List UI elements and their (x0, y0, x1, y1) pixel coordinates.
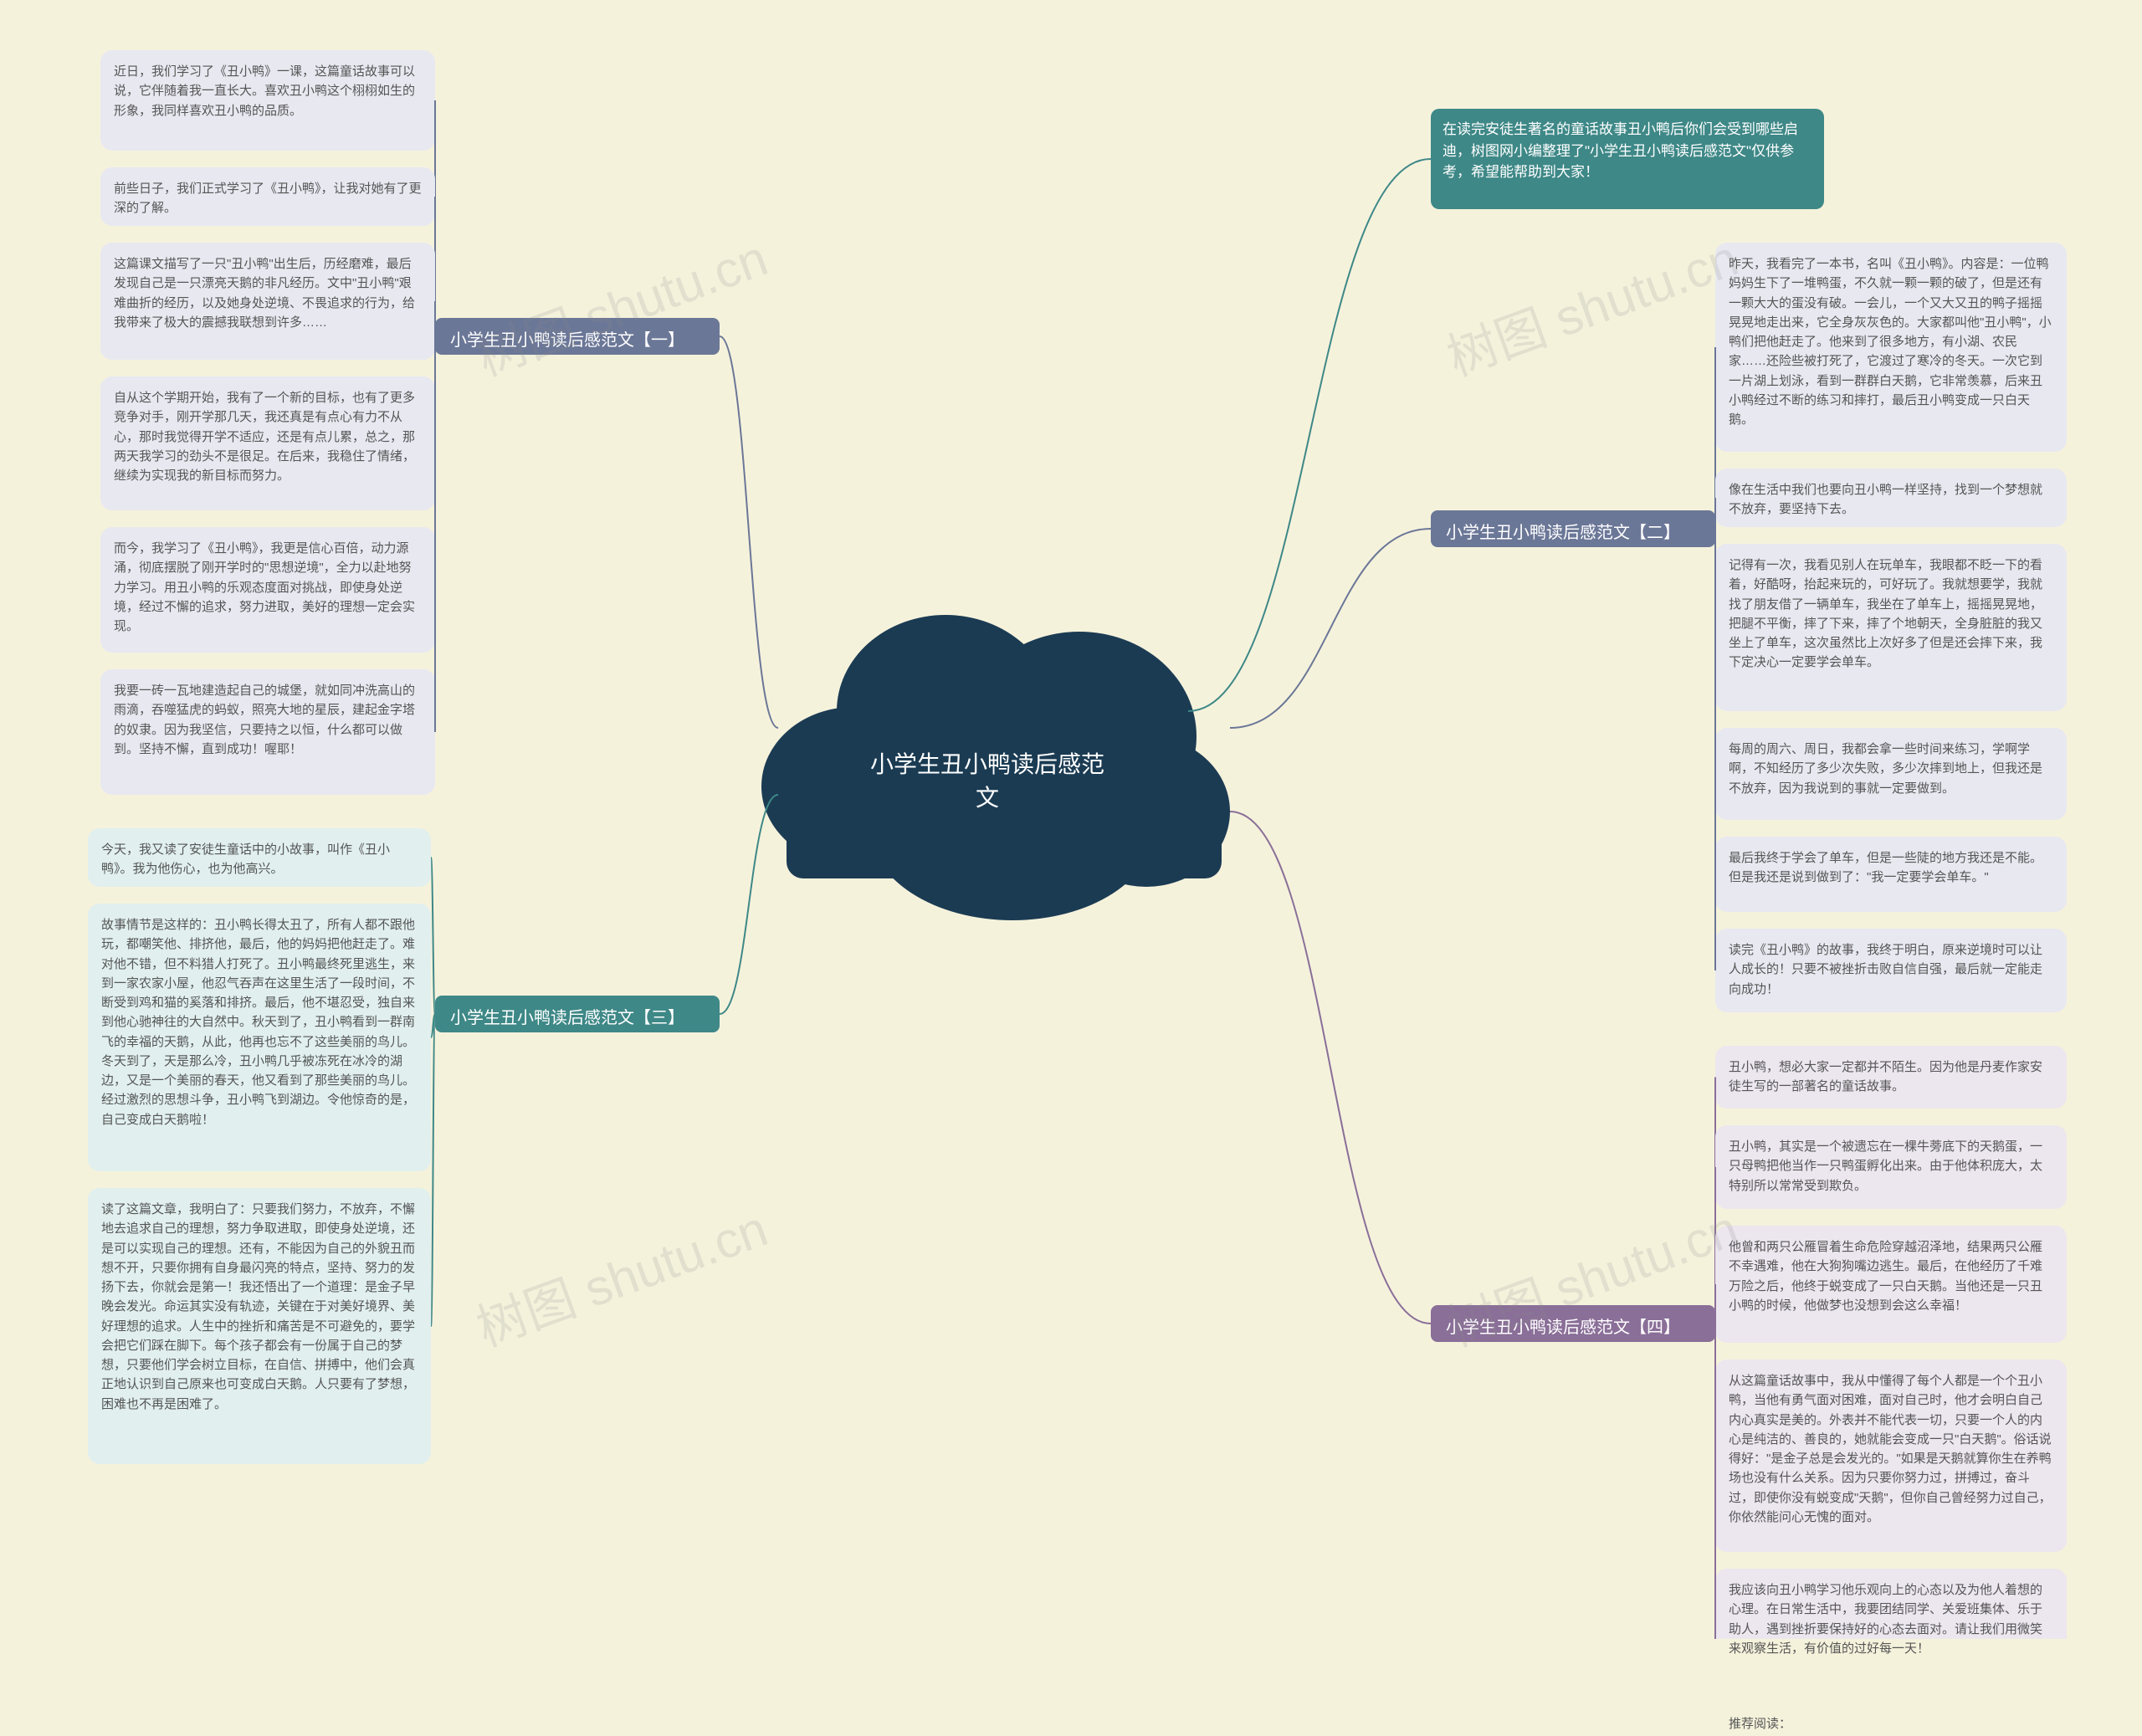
leaf-b2-2: 记得有一次，我看见别人在玩单车，我眼都不眨一下的看着，好酷呀，抬起来玩的，可好玩… (1715, 544, 2067, 711)
leaf-b3-1: 故事情节是这样的：丑小鸭长得太丑了，所有人都不跟他玩，都嘲笑他、排挤他，最后，他… (88, 904, 431, 1171)
branch-b2[interactable]: 小学生丑小鸭读后感范文【二】 (1431, 510, 1715, 551)
leaf-b4-0: 丑小鸭，想必大家一定都并不陌生。因为他是丹麦作家安徒生写的一部著名的童话故事。 (1715, 1046, 2067, 1109)
leaf-b3-0: 今天，我又读了安徒生童话中的小故事，叫作《丑小鸭》。我为他伤心，也为他高兴。 (88, 828, 431, 887)
leaf-b2-5: 读完《丑小鸭》的故事，我终于明白，原来逆境时可以让人成长的！只要不被挫折击败自信… (1715, 929, 2067, 1012)
leaf-b2-0: 昨天，我看完了一本书，名叫《丑小鸭》。内容是：一位鸭妈妈生下了一堆鸭蛋，不久就一… (1715, 243, 2067, 452)
leaf-b2-3: 每周的周六、周日，我都会拿一些时间来练习，学啊学啊，不知经历了多少次失败，多少次… (1715, 728, 2067, 820)
leaf-b1-1: 前些日子，我们正式学习了《丑小鸭》，让我对她有了更深的了解。 (100, 167, 435, 226)
central-topic: 小学生丑小鸭读后感范文 (870, 746, 1104, 813)
leaf-b1-2: 这篇课文描写了一只"丑小鸭"出生后，历经磨难，最后发现自己是一只漂亮天鹅的非凡经… (100, 243, 435, 360)
intro-note: 在读完安徒生著名的童话故事丑小鸭后你们会受到哪些启迪，树图网小编整理了"小学生丑… (1443, 119, 1812, 183)
leaf-b4-1: 丑小鸭，其实是一个被遗忘在一棵牛蒡底下的天鹅蛋，一只母鸭把他当作一只鸭蛋孵化出来… (1715, 1125, 2067, 1209)
leaf-b4-5: 推荐阅读： (1715, 1703, 1849, 1736)
leaf-b2-1: 像在生活中我们也要向丑小鸭一样坚持，找到一个梦想就不放弃，要坚持下去。 (1715, 469, 2067, 527)
leaf-b1-3: 自从这个学期开始，我有了一个新的目标，也有了更多竞争对手，刚开学那几天，我还真是… (100, 376, 435, 510)
leaf-b1-4: 而今，我学习了《丑小鸭》，我更是信心百倍，动力源涌，彻底摆脱了刚开学时的"思想逆… (100, 527, 435, 653)
leaf-b4-2: 他曾和两只公雁冒着生命危险穿越沼泽地，结果两只公雁不幸遇难，他在大狗狗嘴边逃生。… (1715, 1226, 2067, 1343)
leaf-b4-3: 从这篇童话故事中，我从中懂得了每个人都是一个个丑小鸭，当他有勇气面对困难，面对自… (1715, 1360, 2067, 1552)
leaf-b1-0: 近日，我们学习了《丑小鸭》一课，这篇童话故事可以说，它伴随着我一直长大。喜欢丑小… (100, 50, 435, 151)
branch-b1[interactable]: 小学生丑小鸭读后感范文【一】 (435, 318, 720, 359)
leaf-b2-4: 最后我终于学会了单车，但是一些陡的地方我还是不能。但是我还是说到做到了："我一定… (1715, 837, 2067, 912)
leaf-b4-4: 我应该向丑小鸭学习他乐观向上的心态以及为他人着想的心理。在日常生活中，我要团结同… (1715, 1569, 2067, 1686)
branch-b3[interactable]: 小学生丑小鸭读后感范文【三】 (435, 996, 720, 1037)
branch-b4[interactable]: 小学生丑小鸭读后感范文【四】 (1431, 1305, 1715, 1346)
leaf-b1-5: 我要一砖一瓦地建造起自己的城堡，就如同冲洗高山的雨滴，吞噬猛虎的蚂蚁，照亮大地的… (100, 669, 435, 795)
leaf-b3-2: 读了这篇文章，我明白了：只要我们努力，不放弃，不懈地去追求自己的理想，努力争取进… (88, 1188, 431, 1464)
